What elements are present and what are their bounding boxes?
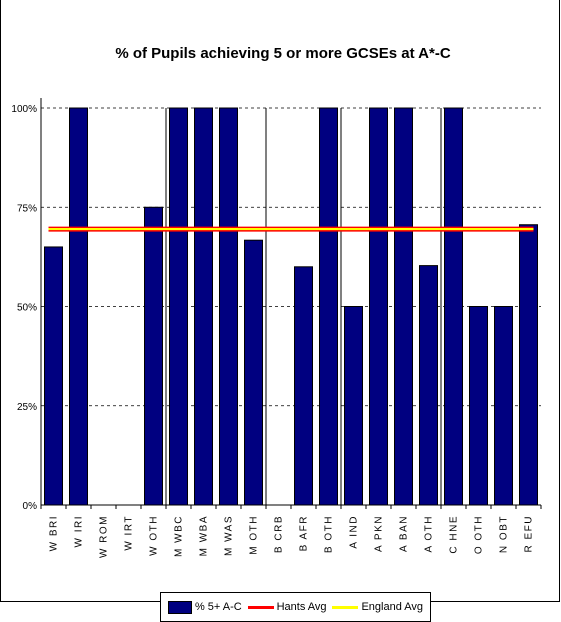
x-tick-label: C HNE [449, 515, 460, 554]
x-tick-label: W IRT [124, 515, 135, 551]
y-tick-label: 50% [17, 303, 37, 314]
legend-swatch-bar [167, 600, 192, 614]
chart-title: % of Pupils achieving 5 or more GCSEs at… [115, 45, 451, 62]
bar [44, 246, 63, 506]
x-tick-label: R EFU [524, 515, 535, 553]
bar [169, 107, 188, 506]
legend-label-england: England Avg [361, 601, 424, 613]
y-tick-label: 100% [11, 104, 37, 115]
legend-item-hants: Hants Avg [247, 601, 327, 613]
x-tick-label: A OTH [424, 515, 435, 553]
legend-swatch-hants [247, 605, 274, 609]
gridlines [41, 107, 541, 407]
x-tick-label: A BAN [399, 515, 410, 552]
bar [144, 206, 163, 506]
bar [369, 107, 388, 506]
bars [44, 107, 538, 506]
x-tick-label: M WAS [224, 515, 235, 556]
x-tick-label: W IRI [74, 515, 85, 548]
legend-item-england: England Avg [332, 601, 423, 613]
x-tick-label: M WBA [199, 515, 210, 556]
x-tick-label: N OBT [499, 515, 510, 553]
legend: % 5+ A-C Hants Avg England Avg [160, 592, 431, 622]
chart-frame [0, 0, 560, 602]
y-tick-labels: 0% 25% 50% 75% 100% [11, 104, 37, 512]
x-tick-label: W ROM [99, 515, 110, 558]
y-tick-label: 0% [23, 501, 38, 512]
x-tick-label: O OTH [474, 515, 485, 554]
group-dividers [165, 108, 442, 505]
y-tick-label: 75% [17, 203, 37, 214]
x-tick-label: W OTH [149, 515, 160, 556]
bar [494, 306, 513, 506]
legend-label-series: % 5+ A-C [194, 601, 242, 613]
bar [69, 107, 88, 506]
legend-item-series: % 5+ A-C [167, 600, 242, 614]
bar [394, 107, 413, 506]
x-tick-label: M WBC [174, 515, 185, 557]
x-tick-label: A IND [349, 515, 360, 549]
x-tick-label: M OTH [249, 515, 260, 555]
bar-chart: % of Pupils achieving 5 or more GCSEs at… [11, 45, 542, 558]
x-tick-label: B CRB [274, 515, 285, 553]
x-tick-label: B OTH [324, 515, 335, 553]
bar [244, 239, 263, 506]
legend-swatch-england [332, 605, 359, 609]
bar [519, 224, 538, 506]
x-tick-labels: W BRI W IRI W ROM W IRT W OTH M WBC M WBA M WAS… [49, 515, 535, 558]
legend-label-hants: Hants Avg [276, 601, 327, 613]
x-tick-label: W BRI [49, 515, 60, 551]
bar [344, 306, 363, 506]
bar [219, 107, 238, 506]
bar [444, 107, 463, 506]
bar [319, 107, 338, 506]
bar [469, 306, 488, 506]
bar [294, 266, 313, 506]
x-tick-label: B AFR [299, 515, 310, 551]
axes [40, 98, 542, 509]
x-tick-label: A PKN [374, 515, 385, 552]
bar [419, 265, 438, 506]
y-tick-label: 25% [17, 402, 37, 413]
bar [194, 107, 213, 506]
